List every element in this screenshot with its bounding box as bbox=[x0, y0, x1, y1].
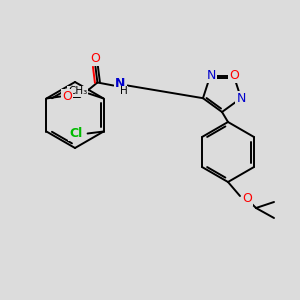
Text: N: N bbox=[115, 77, 126, 90]
Text: O: O bbox=[62, 90, 72, 103]
Text: O: O bbox=[91, 52, 100, 65]
Text: CH₃: CH₃ bbox=[68, 86, 87, 97]
Text: N: N bbox=[207, 69, 216, 82]
Text: H: H bbox=[119, 86, 127, 97]
Text: O: O bbox=[229, 69, 239, 82]
Text: Cl: Cl bbox=[69, 127, 82, 140]
Text: O: O bbox=[242, 191, 252, 205]
Text: N: N bbox=[236, 92, 246, 105]
